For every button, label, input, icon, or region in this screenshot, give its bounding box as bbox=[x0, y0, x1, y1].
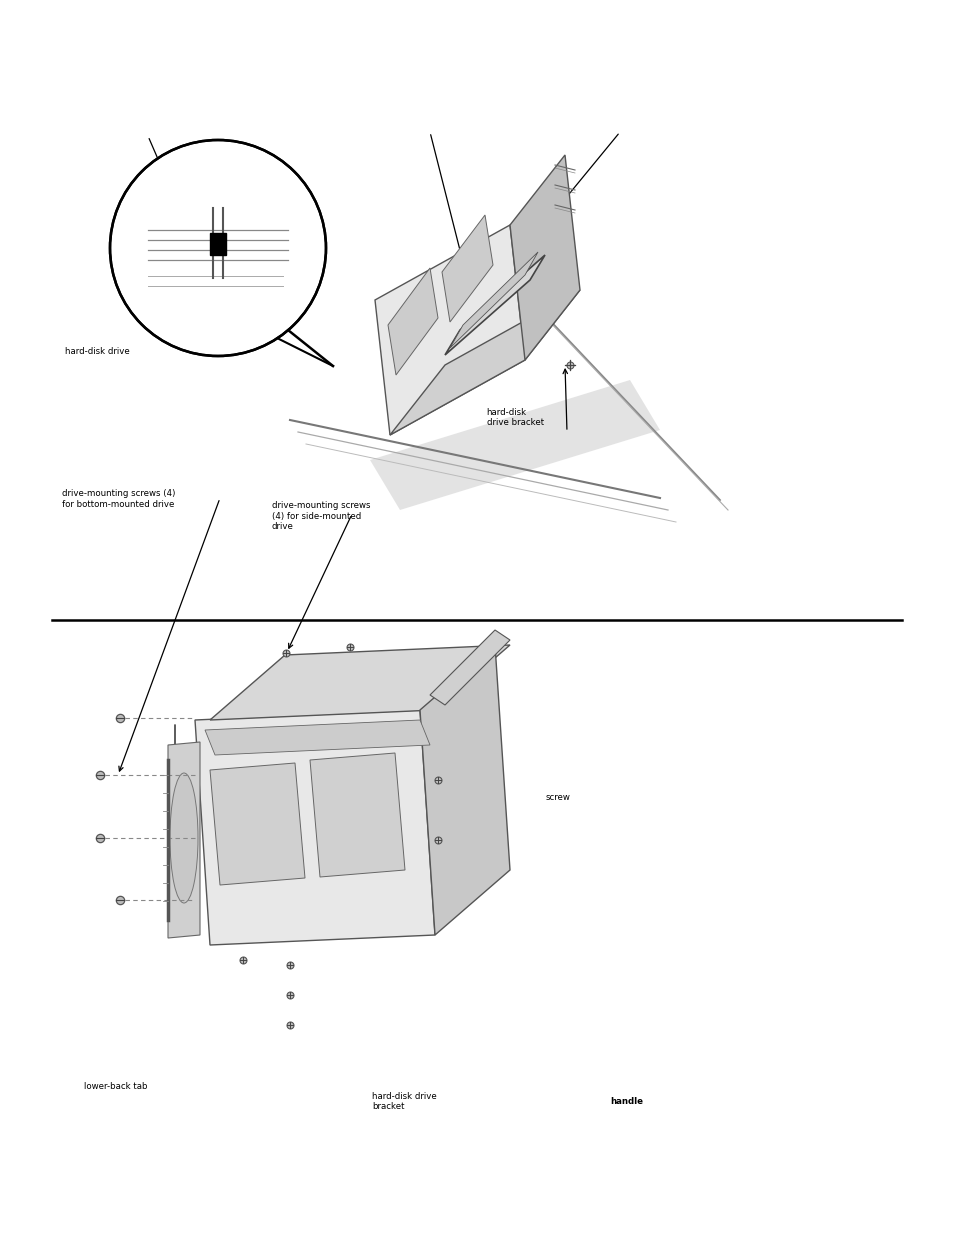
Text: handle: handle bbox=[610, 1097, 643, 1107]
Text: hard-disk drive: hard-disk drive bbox=[65, 347, 130, 357]
Polygon shape bbox=[210, 763, 305, 885]
Polygon shape bbox=[419, 645, 510, 935]
Polygon shape bbox=[168, 742, 200, 939]
Polygon shape bbox=[450, 252, 537, 348]
Polygon shape bbox=[370, 380, 659, 510]
Polygon shape bbox=[205, 720, 430, 755]
Text: screw: screw bbox=[545, 793, 570, 803]
Polygon shape bbox=[375, 225, 524, 435]
Polygon shape bbox=[430, 630, 510, 705]
Polygon shape bbox=[441, 215, 493, 322]
Circle shape bbox=[110, 140, 326, 356]
Text: drive-mounting screws
(4) for side-mounted
drive: drive-mounting screws (4) for side-mount… bbox=[272, 501, 370, 531]
Polygon shape bbox=[510, 156, 579, 359]
Polygon shape bbox=[310, 753, 405, 877]
Bar bbox=[210, 233, 226, 254]
Text: lower-back tab: lower-back tab bbox=[84, 1082, 148, 1092]
Text: hard-disk
drive bracket: hard-disk drive bracket bbox=[486, 408, 543, 427]
Polygon shape bbox=[210, 645, 510, 720]
Text: hard-disk drive
bracket: hard-disk drive bracket bbox=[372, 1092, 436, 1112]
Polygon shape bbox=[444, 254, 544, 354]
Text: drive-mounting screws (4)
for bottom-mounted drive: drive-mounting screws (4) for bottom-mou… bbox=[62, 489, 175, 509]
Polygon shape bbox=[194, 710, 435, 945]
Polygon shape bbox=[390, 290, 579, 435]
Polygon shape bbox=[388, 268, 437, 375]
Ellipse shape bbox=[170, 773, 198, 903]
